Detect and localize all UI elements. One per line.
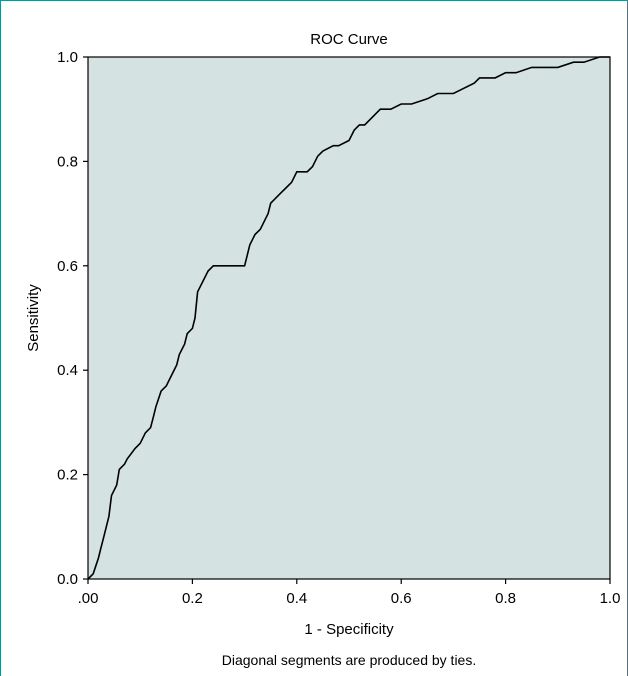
- roc-curve-line: [87, 56, 610, 580]
- x-tick-label: 0.8: [495, 590, 516, 607]
- footnote: Diagonal segments are produced by ties.: [222, 652, 476, 668]
- axis-layer: .00 0.2 0.4 0.6 0.8 1.0 0.0 0.2 0.4 0.6 0.8 1.0: [57, 49, 620, 607]
- y-tick-label: 0.6: [57, 258, 78, 275]
- x-tick-label: 1.0: [600, 590, 621, 607]
- curve-layer: [87, 56, 610, 580]
- frame-border-left: [0, 0, 1, 676]
- y-tick-label: 1.0: [57, 49, 78, 66]
- plot-area: [87, 56, 611, 580]
- chart-title: ROC Curve: [310, 31, 388, 48]
- frame-border-top: [0, 0, 628, 1]
- x-tick-label: 0.4: [286, 590, 307, 607]
- y-tick-label: 0.2: [57, 467, 78, 484]
- y-tick-label: 0.4: [57, 362, 78, 379]
- y-axis-label: Sensitivity: [25, 284, 42, 352]
- x-tick-label: 0.2: [182, 590, 203, 607]
- y-tick-label: 0.0: [57, 571, 78, 588]
- x-axis-label: 1 - Specificity: [304, 621, 394, 638]
- x-tick-label: .00: [78, 590, 99, 607]
- y-tick-label: 0.8: [57, 153, 78, 170]
- x-tick-label: 0.6: [391, 590, 412, 607]
